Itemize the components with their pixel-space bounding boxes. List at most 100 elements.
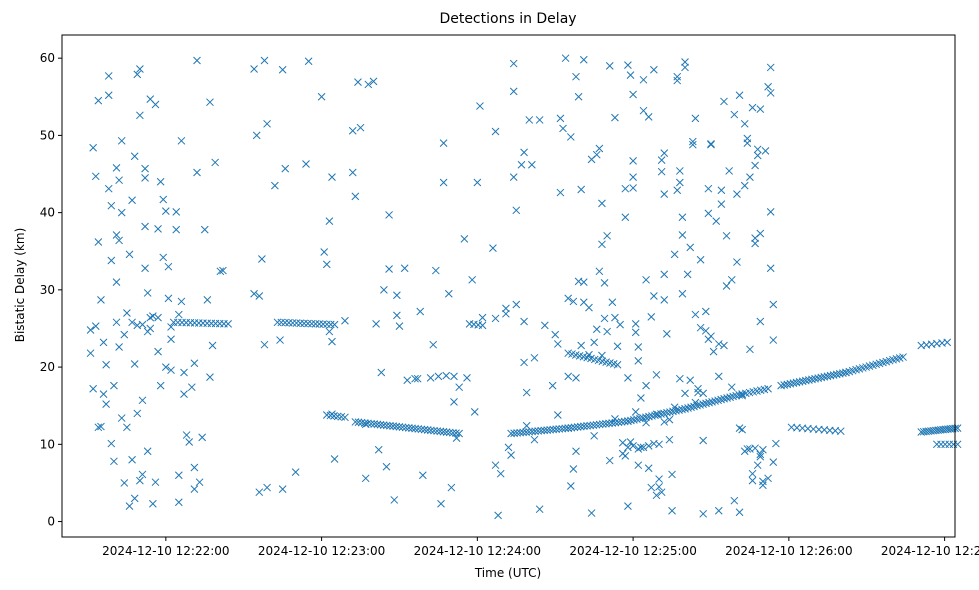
detection-marker bbox=[592, 150, 601, 159]
detection-marker bbox=[634, 461, 643, 470]
detection-marker bbox=[590, 338, 599, 347]
detection-marker bbox=[693, 401, 701, 410]
detection-marker bbox=[154, 347, 162, 356]
detection-marker bbox=[644, 113, 653, 121]
detection-marker bbox=[138, 396, 147, 405]
detection-marker bbox=[585, 303, 593, 312]
detection-marker bbox=[130, 152, 139, 161]
detection-marker bbox=[725, 167, 734, 175]
detection-marker bbox=[442, 371, 451, 380]
detection-marker bbox=[751, 444, 759, 453]
detection-marker bbox=[733, 190, 741, 198]
detection-marker bbox=[675, 167, 684, 175]
detection-marker bbox=[136, 65, 144, 73]
detection-marker bbox=[639, 443, 648, 452]
detection-marker bbox=[572, 374, 580, 382]
detection-marker bbox=[535, 505, 544, 514]
detection-marker bbox=[133, 70, 142, 79]
detection-marker bbox=[626, 71, 635, 80]
detection-marker bbox=[364, 419, 372, 428]
detection-marker bbox=[112, 163, 121, 172]
detection-marker bbox=[660, 190, 669, 198]
detection-marker bbox=[648, 412, 656, 420]
detection-marker bbox=[463, 374, 471, 382]
chart-title: Detections in Delay bbox=[439, 11, 576, 27]
detection-marker bbox=[743, 139, 752, 147]
detection-marker bbox=[733, 258, 741, 266]
detection-marker bbox=[756, 229, 765, 238]
detection-marker bbox=[798, 377, 807, 386]
detection-marker bbox=[325, 327, 334, 336]
detection-marker bbox=[390, 496, 399, 504]
detection-marker bbox=[522, 428, 530, 436]
y-axis: 0 10 20 30 40 50 60 bbox=[40, 51, 62, 529]
detection-marker bbox=[743, 445, 752, 453]
detection-marker bbox=[509, 87, 518, 96]
detection-marker bbox=[164, 294, 173, 303]
detection-marker bbox=[666, 408, 674, 416]
detection-marker bbox=[476, 102, 484, 110]
detection-marker bbox=[117, 414, 126, 422]
detection-marker bbox=[525, 427, 533, 436]
detection-marker bbox=[208, 341, 217, 350]
detection-marker bbox=[198, 433, 207, 442]
detection-marker bbox=[748, 103, 757, 112]
detection-marker bbox=[772, 439, 780, 448]
detection-marker bbox=[672, 406, 680, 415]
detection-marker bbox=[624, 502, 632, 510]
detection-marker bbox=[613, 360, 622, 369]
detection-marker bbox=[740, 119, 749, 128]
detection-marker bbox=[107, 256, 116, 265]
detection-marker bbox=[766, 264, 775, 273]
detection-marker bbox=[141, 264, 149, 273]
detection-marker bbox=[444, 289, 453, 298]
detection-marker bbox=[665, 435, 674, 444]
detection-marker bbox=[408, 424, 416, 433]
detection-marker bbox=[123, 423, 131, 432]
detection-marker bbox=[587, 509, 596, 517]
detection-marker bbox=[302, 160, 310, 168]
detection-marker bbox=[561, 424, 570, 433]
detection-marker bbox=[621, 213, 630, 222]
detection-marker bbox=[354, 418, 363, 427]
detection-marker bbox=[817, 373, 826, 382]
detection-marker bbox=[639, 106, 648, 115]
detection-marker bbox=[660, 270, 669, 279]
y-axis-label: Bistatic Delay (km) bbox=[13, 228, 27, 343]
detection-marker bbox=[411, 424, 419, 433]
detection-marker bbox=[520, 317, 528, 326]
detection-marker bbox=[647, 313, 656, 321]
detection-marker bbox=[574, 92, 583, 101]
detection-marker bbox=[704, 184, 713, 193]
detection-marker bbox=[125, 502, 134, 510]
x-tick-label: 2024-12-10 12:26:00 bbox=[725, 544, 852, 558]
detection-marker bbox=[317, 92, 326, 101]
detection-marker bbox=[613, 342, 622, 351]
detection-marker bbox=[608, 298, 617, 307]
detection-marker bbox=[602, 419, 610, 428]
detection-marker bbox=[522, 388, 531, 397]
detection-marker bbox=[341, 316, 349, 325]
detection-marker bbox=[645, 412, 653, 421]
x-tick-label: 2024-12-10 12:23:00 bbox=[258, 544, 385, 558]
detection-marker bbox=[504, 443, 513, 452]
detection-marker bbox=[561, 54, 570, 63]
detection-marker bbox=[589, 421, 598, 430]
detection-marker bbox=[136, 111, 144, 120]
detection-marker bbox=[382, 462, 391, 471]
detection-marker bbox=[801, 376, 810, 385]
detection-marker bbox=[624, 374, 632, 382]
detection-marker bbox=[393, 311, 401, 320]
detection-marker bbox=[258, 255, 266, 263]
plot-area bbox=[86, 54, 962, 520]
detection-marker bbox=[605, 62, 614, 70]
detection-marker bbox=[167, 366, 175, 375]
detection-marker bbox=[681, 404, 689, 413]
detection-marker bbox=[636, 414, 644, 423]
detection-marker bbox=[278, 485, 287, 493]
detection-marker bbox=[433, 427, 442, 435]
detection-marker bbox=[442, 428, 451, 436]
detection-marker bbox=[478, 313, 487, 322]
detection-marker bbox=[660, 149, 669, 158]
detection-marker bbox=[605, 419, 613, 428]
